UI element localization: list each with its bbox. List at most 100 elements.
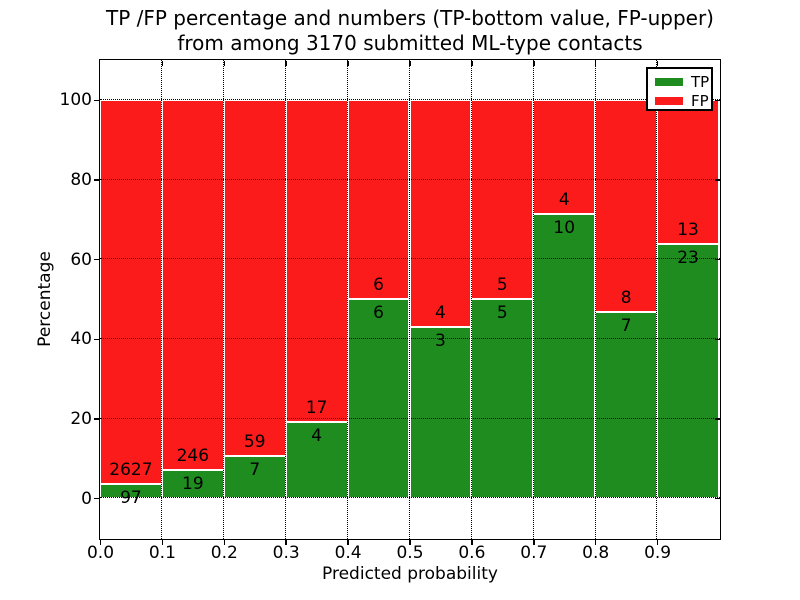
bar-segment-fp — [347, 99, 410, 299]
bar-segment-fp — [533, 99, 596, 214]
x-tick-mark — [99, 540, 102, 545]
x-tick-mark — [285, 540, 287, 545]
y-tick-mark-right — [714, 99, 720, 102]
x-tick-mark-top — [471, 60, 473, 66]
x-tick-mark-top — [161, 60, 164, 66]
y-tick-label: 100 — [59, 90, 92, 111]
bar-segment-tp — [533, 213, 596, 499]
x-tick-label: 0.5 — [396, 543, 424, 563]
legend-label-tp: TP — [691, 73, 710, 91]
y-tick-mark-right — [714, 418, 720, 420]
x-axis-label: Predicted probability — [322, 564, 498, 584]
x-tick-label: 0.6 — [458, 543, 486, 563]
y-tick-label: 20 — [70, 409, 92, 429]
bar-segment-fp — [100, 99, 162, 484]
y-gridline — [100, 338, 720, 340]
tp-count-label: 5 — [496, 303, 508, 323]
tp-count-label: 6 — [373, 303, 384, 323]
legend-swatch-tp — [655, 78, 683, 86]
x-gridline — [532, 60, 534, 539]
x-tick-mark — [533, 540, 535, 545]
bar-segment-tp — [347, 299, 410, 499]
plot-area: 2627 97 246 19 59 7 17 4 6 6 4 3 5 5 4 10 8 7 13 23 — [99, 59, 721, 540]
tp-count-label: 4 — [311, 426, 323, 447]
x-tick-mark — [223, 540, 226, 545]
x-tick-mark — [471, 540, 473, 545]
fp-count-label: 4 — [558, 189, 570, 210]
x-tick-label: 0.9 — [644, 543, 672, 563]
legend-swatch-fp — [655, 97, 683, 105]
x-tick-mark-top — [656, 60, 659, 66]
x-tick-label: 0.1 — [148, 543, 176, 563]
legend-entry-fp: FP — [655, 93, 711, 109]
fp-count-label: 59 — [243, 431, 266, 452]
bar-segment-tp — [161, 469, 224, 499]
y-tick-mark — [94, 497, 99, 500]
tp-count-label: 3 — [435, 331, 446, 352]
x-gridline — [470, 60, 472, 539]
y-tick-mark — [94, 99, 99, 102]
bar-segment-fp — [285, 99, 348, 423]
legend: TP FP — [646, 67, 713, 111]
bar-segment-fp — [161, 99, 224, 470]
y-tick-label: 0 — [81, 488, 92, 509]
bar-segment-tp — [409, 327, 472, 499]
x-tick-mark-top — [285, 60, 287, 66]
x-gridline — [161, 60, 163, 539]
tp-count-label: 19 — [182, 473, 204, 494]
y-tick-mark — [94, 258, 99, 261]
y-tick-label: 40 — [70, 329, 92, 350]
y-axis-label: Percentage — [35, 251, 55, 347]
x-tick-label: 0.7 — [520, 543, 548, 563]
x-gridline — [346, 60, 348, 539]
x-gridline — [223, 60, 225, 539]
x-tick-mark — [409, 540, 411, 545]
bar-segment-tp — [657, 243, 719, 499]
tp-count-label: 23 — [677, 247, 699, 268]
x-tick-label: 0.3 — [272, 543, 300, 563]
chart-title-line2: from among 3170 submitted ML-type contac… — [177, 31, 643, 55]
fp-count-label: 5 — [496, 275, 508, 295]
fp-count-label: 246 — [176, 445, 210, 466]
x-tick-mark-top — [223, 60, 226, 66]
y-gridline — [100, 258, 720, 260]
y-tick-mark-right — [714, 258, 720, 261]
x-tick-label: 0.0 — [86, 543, 115, 563]
tp-count-label: 7 — [249, 459, 261, 480]
tp-count-label: 7 — [620, 316, 632, 337]
y-gridline — [100, 99, 720, 101]
y-tick-label: 60 — [70, 249, 92, 270]
y-gridline — [100, 497, 720, 499]
x-tick-mark-top — [409, 60, 411, 66]
x-gridline — [408, 60, 410, 539]
bar-segment-tp — [285, 422, 348, 499]
fp-count-label: 17 — [305, 398, 328, 419]
legend-entry-tp: TP — [655, 74, 711, 90]
y-gridline — [100, 417, 720, 419]
y-tick-mark — [94, 179, 99, 181]
x-tick-mark — [161, 540, 164, 545]
bar-segment-tp — [471, 299, 534, 499]
chart-title-line1: TP /FP percentage and numbers (TP-bottom… — [106, 6, 714, 30]
x-tick-mark-top — [347, 60, 349, 66]
fp-count-label: 2627 — [109, 459, 153, 480]
x-tick-label: 0.2 — [210, 543, 238, 563]
y-tick-mark — [94, 338, 99, 341]
y-tick-label: 80 — [70, 170, 92, 190]
y-tick-mark — [94, 418, 99, 420]
x-gridline — [656, 60, 658, 539]
tp-count-label: 10 — [553, 217, 576, 238]
bar-segment-tp — [595, 312, 658, 499]
bar-segment-fp — [471, 99, 534, 299]
x-tick-label: 0.4 — [334, 543, 362, 563]
x-gridline — [594, 60, 596, 539]
x-tick-label: 0.8 — [582, 543, 610, 563]
chart-title: TP /FP percentage and numbers (TP-bottom… — [99, 6, 721, 56]
x-tick-mark-top — [533, 60, 535, 66]
bar-segment-fp — [657, 99, 719, 244]
x-tick-mark-top — [594, 60, 597, 66]
fp-count-label: 13 — [677, 219, 699, 240]
fp-count-label: 4 — [435, 303, 446, 324]
y-tick-mark-right — [714, 338, 720, 341]
